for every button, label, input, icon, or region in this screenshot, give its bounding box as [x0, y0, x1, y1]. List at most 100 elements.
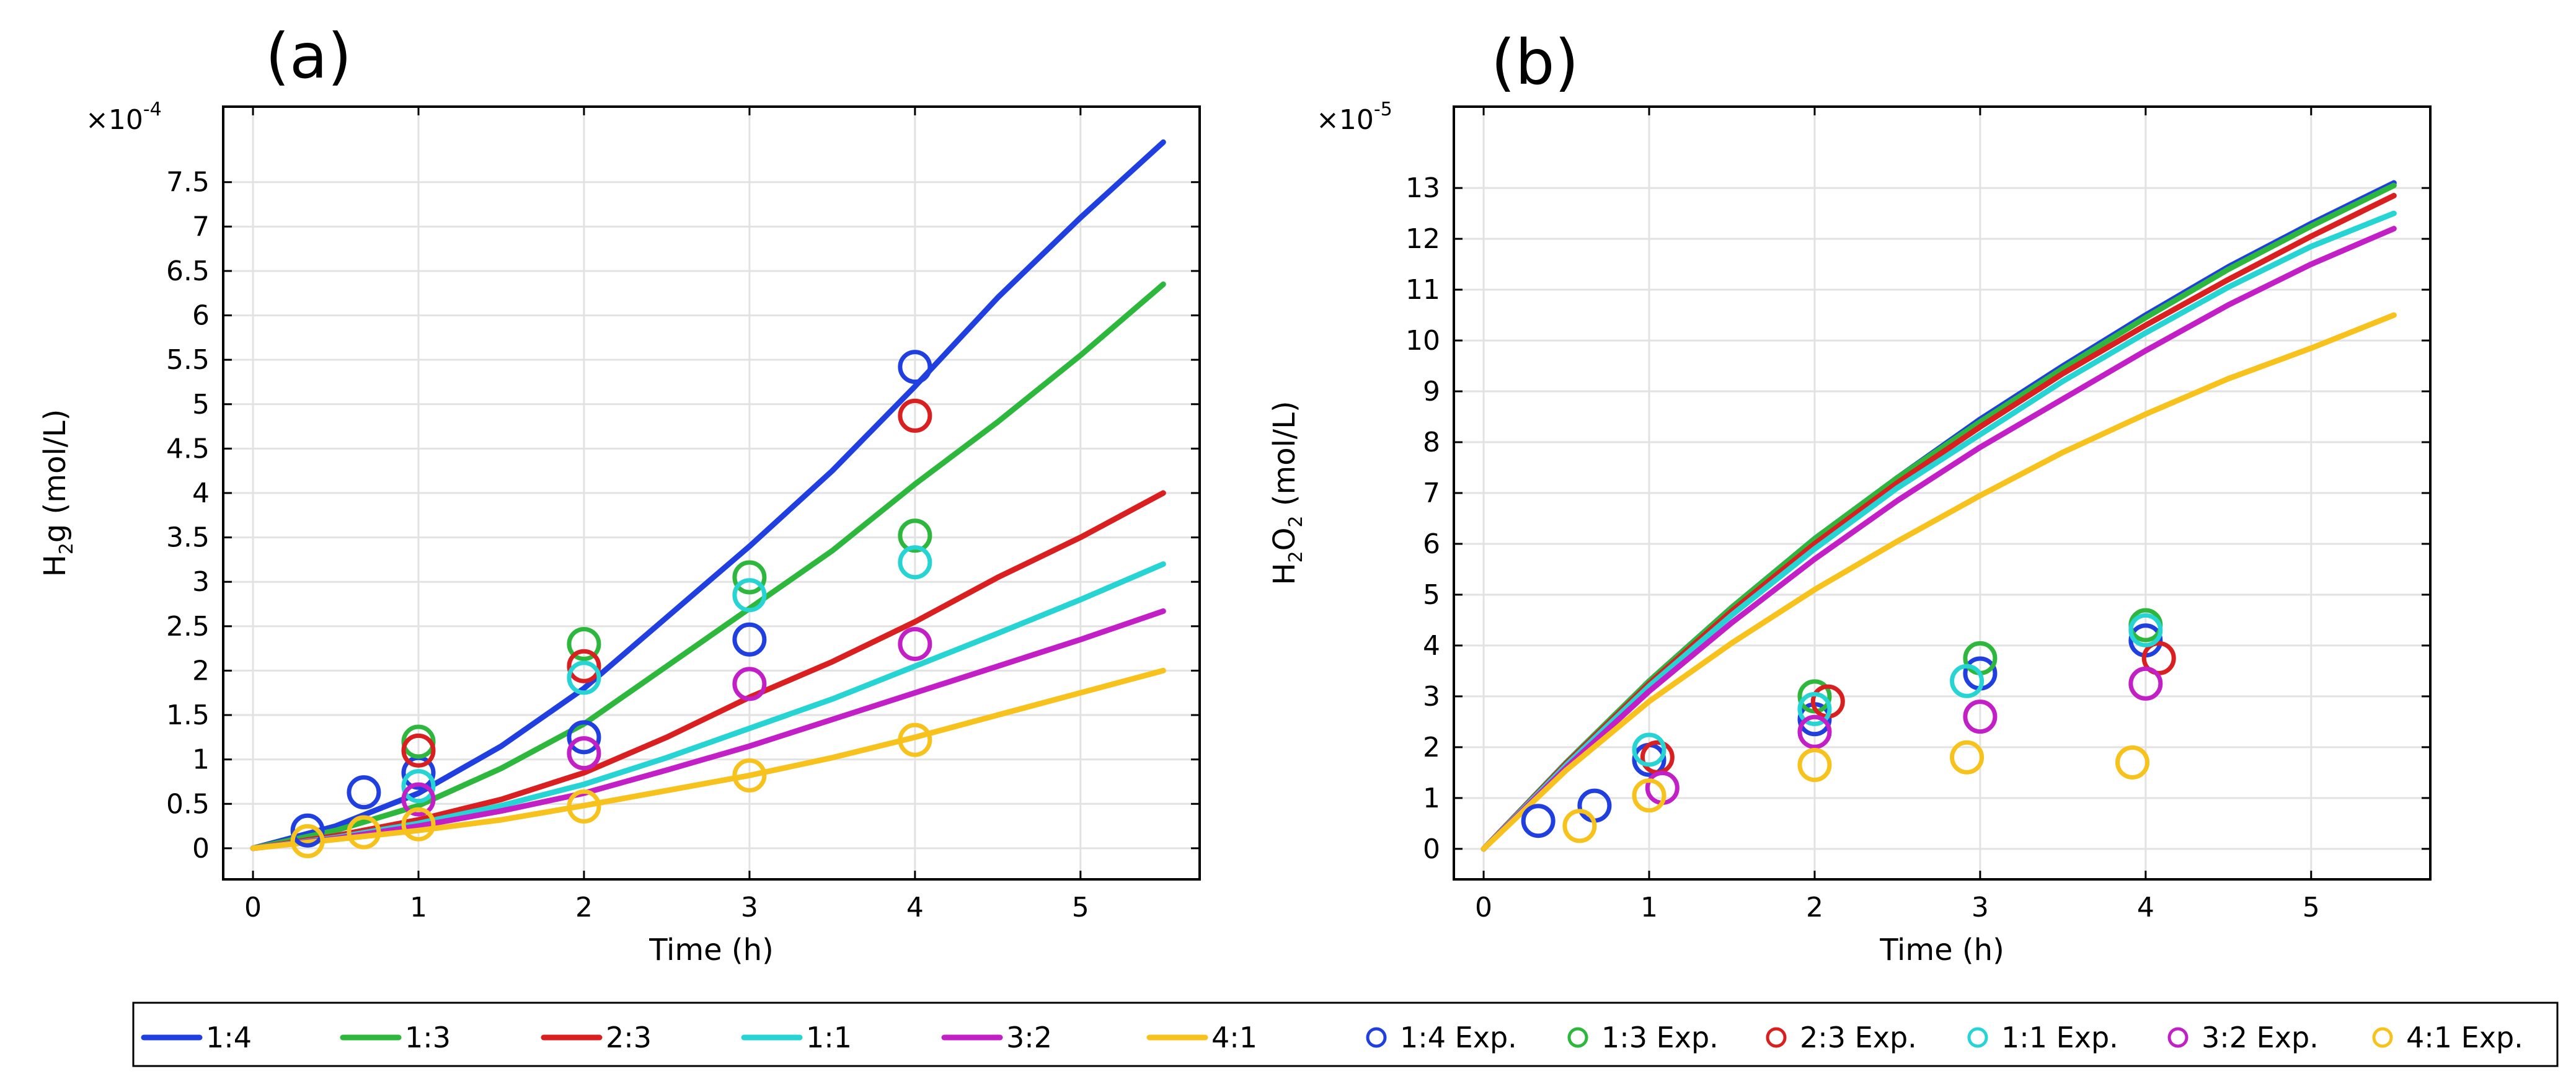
exp-point-4-1: [567, 789, 601, 824]
exp-point-1-1: [898, 545, 932, 580]
legend-marker-label: 1:3 Exp.: [1601, 1021, 1719, 1054]
axis-exponent: ×10-5: [1316, 99, 1392, 136]
y-tick-label: 6.5: [166, 255, 210, 287]
exp-point-1-1: [1632, 732, 1666, 767]
exp-point-3-2: [567, 736, 601, 771]
series-line-3-2: [1481, 226, 2397, 852]
y-tick-label: 6: [192, 300, 210, 332]
x-tick-label: 2: [575, 892, 593, 923]
exp-point-3-2: [1797, 714, 1832, 749]
y-tick-label: 2: [192, 655, 210, 686]
exp-point-3-2: [2128, 666, 2163, 701]
exp-point-3-2: [898, 626, 932, 661]
exp-point-4-1: [732, 758, 767, 793]
y-tick-label: 1: [1423, 783, 1440, 814]
y-tick-label: 1: [192, 744, 210, 776]
x-tick-label: 1: [1640, 892, 1658, 923]
y-tick-label: 7: [1423, 478, 1440, 509]
exp-point-1-4: [567, 720, 601, 755]
exp-point-1-3: [898, 518, 932, 553]
legend-marker-label: 1:1 Exp.: [2001, 1021, 2118, 1054]
exp-point-1-3: [567, 626, 601, 661]
y-tick-label: 4: [1423, 630, 1440, 662]
legend-frame: [132, 1002, 2559, 1067]
legend-marker-swatch: [1366, 1027, 1387, 1048]
y-tick-label: 4: [192, 478, 210, 509]
y-tick-label: 7.5: [166, 167, 210, 198]
legend-line-label: 1:1: [806, 1021, 852, 1054]
y-tick-label: 0: [192, 833, 210, 864]
exp-point-4-1: [347, 815, 381, 850]
y-tick-label: 12: [1405, 223, 1440, 255]
legend-marker-swatch: [2167, 1027, 2189, 1048]
x-axis-label: Time (h): [1879, 933, 2004, 967]
y-tick-label: 0.5: [166, 788, 210, 820]
y-tick-label: 9: [1423, 376, 1440, 407]
x-tick-label: 1: [410, 892, 427, 923]
y-tick-label: 5: [1423, 579, 1440, 611]
legend-marker-swatch: [1567, 1027, 1588, 1048]
x-tick-label: 0: [1475, 892, 1492, 923]
exp-point-2-3: [567, 649, 601, 683]
exp-point-1-3: [401, 724, 436, 759]
y-tick-label: 5: [192, 389, 210, 420]
x-tick-label: 3: [741, 892, 758, 923]
y-tick-label: 2: [1423, 732, 1440, 763]
exp-point-1-4: [732, 622, 767, 657]
exp-point-1-4: [898, 350, 932, 384]
legend-line-label: 1:3: [405, 1021, 451, 1054]
series-line-1-3: [250, 281, 1166, 851]
legend-marker-swatch: [2372, 1027, 2393, 1048]
exp-point-1-1: [2128, 613, 2163, 647]
exp-point-3-2: [1963, 700, 1998, 734]
exp-point-4-1: [1562, 809, 1597, 843]
exp-point-1-1: [567, 660, 601, 695]
exp-point-1-4: [290, 813, 325, 848]
y-axis-label: H2g (mol/L): [38, 409, 77, 577]
exp-point-4-1: [1797, 748, 1832, 783]
x-tick-label: 5: [1072, 892, 1089, 923]
exp-point-1-1: [1797, 691, 1832, 726]
x-axis-label: Time (h): [648, 933, 774, 967]
y-tick-label: 3.5: [166, 522, 210, 554]
exp-point-3-2: [401, 782, 436, 817]
panel-label: (b): [1491, 26, 1579, 99]
y-tick-label: 10: [1405, 325, 1440, 357]
exp-point-3-2: [732, 667, 767, 701]
legend-marker-swatch: [1967, 1027, 1988, 1048]
y-tick-label: 8: [1423, 427, 1440, 458]
y-tick-label: 5.5: [166, 344, 210, 376]
legend-marker-label: 3:2 Exp.: [2202, 1021, 2319, 1054]
y-tick-label: 7: [192, 211, 210, 242]
exp-point-1-4: [1521, 804, 1556, 838]
exp-point-4-1: [290, 824, 325, 858]
y-tick-label: 3: [1423, 681, 1440, 713]
legend-marker-label: 2:3 Exp.: [1800, 1021, 1917, 1054]
exp-point-4-1: [898, 722, 932, 757]
axis-exponent: ×10-4: [86, 99, 162, 136]
panel-label: (a): [265, 20, 352, 92]
y-tick-label: 11: [1405, 274, 1440, 306]
series-line-1-1: [1481, 210, 2397, 852]
x-tick-label: 5: [2303, 892, 2320, 923]
legend-marker-label: 1:4 Exp.: [1400, 1021, 1517, 1054]
legend-marker-label: 4:1 Exp.: [2406, 1021, 2523, 1054]
y-tick-label: 1.5: [166, 700, 210, 731]
x-tick-label: 2: [1806, 892, 1823, 923]
exp-point-1-3: [732, 560, 767, 595]
legend-line-label: 4:1: [1211, 1021, 1257, 1054]
exp-point-4-1: [1632, 778, 1666, 813]
exp-point-1-1: [732, 578, 767, 613]
x-tick-label: 3: [1972, 892, 1989, 923]
exp-point-2-3: [401, 733, 436, 768]
y-tick-label: 6: [1423, 528, 1440, 560]
exp-point-1-4: [347, 775, 381, 810]
series-line-4-1: [1481, 312, 2397, 852]
panel-a: 0 1 2 3 4 5 0 0.5 1 1.5 2 2.5 3 3.5 4 4.5 5 5.5 6 6.5 7 7.5×1…: [38, 20, 1201, 967]
legend-marker-swatch: [1766, 1027, 1787, 1048]
legend-line-label: 2:3: [606, 1021, 652, 1054]
x-tick-label: 4: [906, 892, 924, 923]
exp-point-1-1: [401, 769, 436, 804]
